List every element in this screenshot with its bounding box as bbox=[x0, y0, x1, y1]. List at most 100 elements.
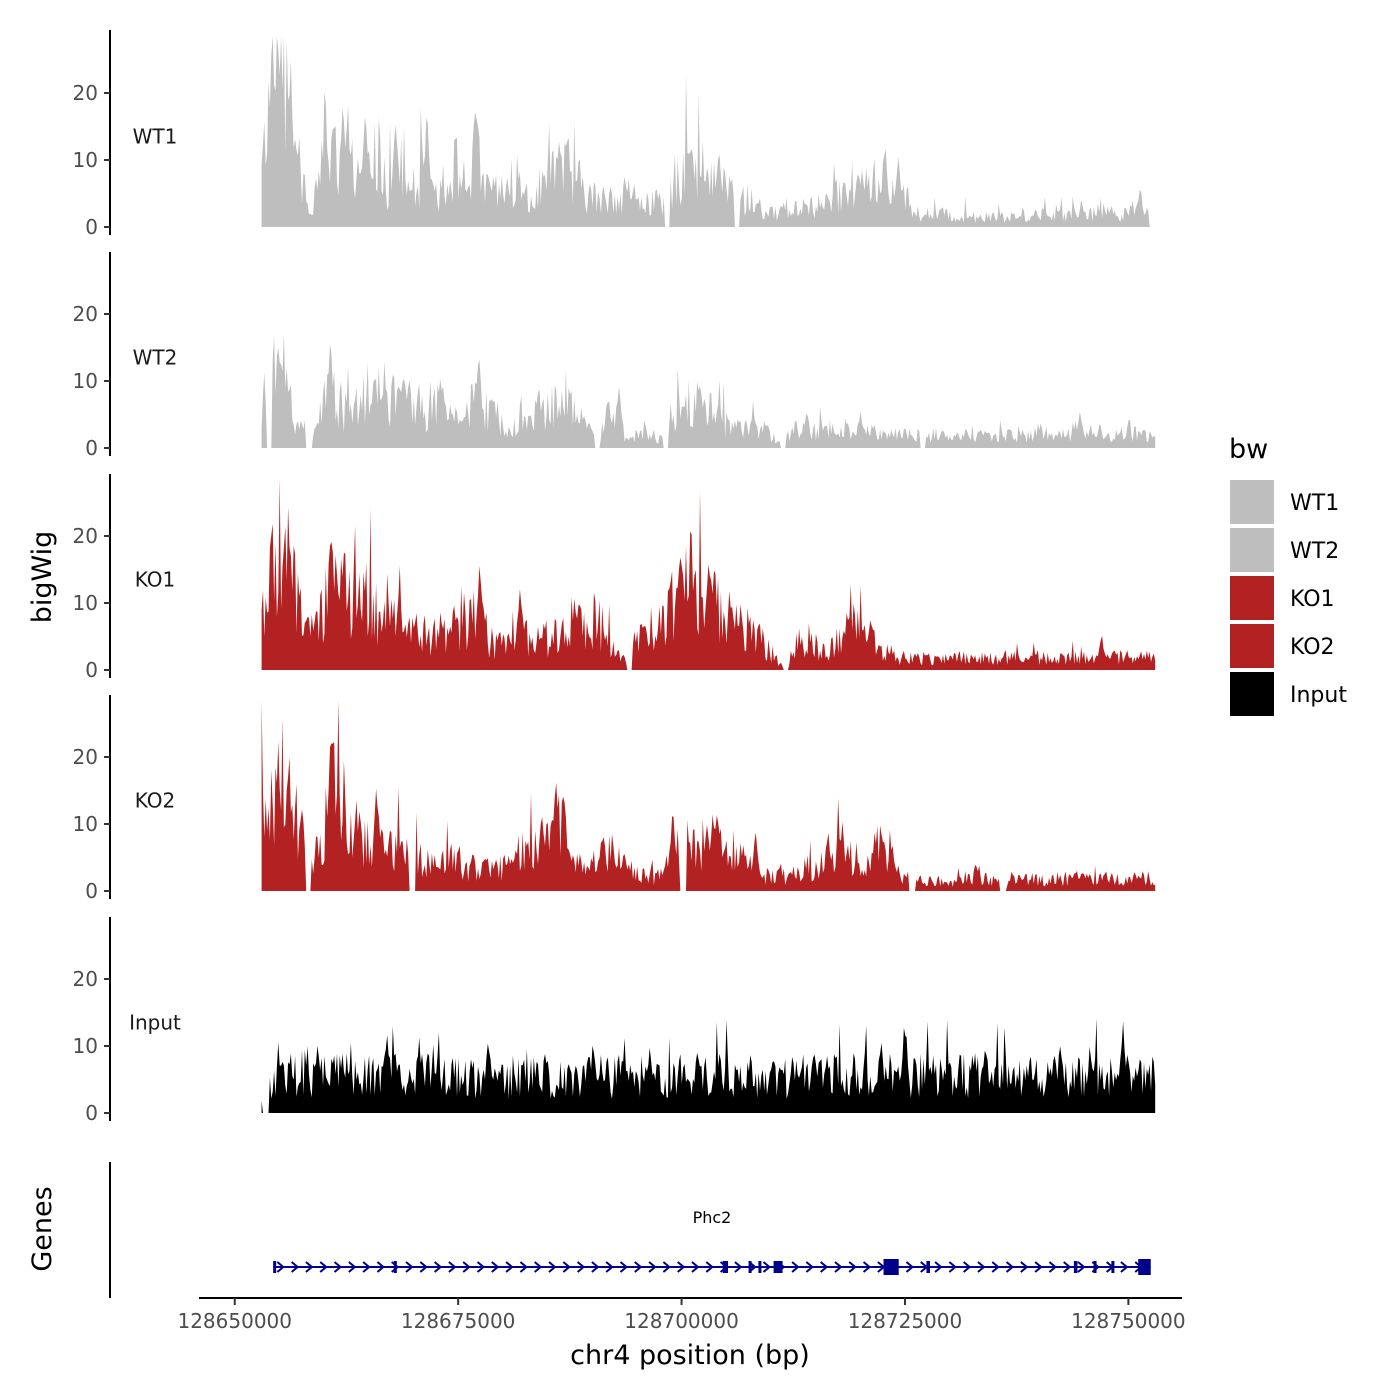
track-ko2: 0 10 20 KO2 bbox=[73, 695, 1156, 903]
track-label: Input bbox=[129, 1011, 181, 1035]
x-tick-label: 128750000 bbox=[1071, 1309, 1186, 1333]
signal-tracks: 0 10 20 WT1 0 10 20 WT2 0 10 20 KO1 0 10 20 KO2 0 10 20 Inp… bbox=[73, 30, 1156, 1125]
legend: bw WT1 WT2 KO1 KO2 Input bbox=[1229, 434, 1347, 716]
strand-arrow bbox=[948, 1261, 957, 1273]
strand-arrow bbox=[705, 1261, 714, 1273]
strand-arrow bbox=[1120, 1261, 1129, 1273]
strand-arrow bbox=[820, 1261, 829, 1273]
strand-arrow bbox=[419, 1261, 428, 1273]
gene-model bbox=[273, 1259, 1151, 1275]
strand-arrow bbox=[333, 1261, 343, 1273]
strand-arrow bbox=[391, 1261, 400, 1273]
y-tick-label: 0 bbox=[85, 215, 98, 239]
strand-arrow bbox=[491, 1261, 500, 1273]
signal-area-input bbox=[261, 1018, 1156, 1113]
gene-exon bbox=[393, 1261, 397, 1273]
legend-key-ko1 bbox=[1230, 576, 1274, 620]
strand-arrow bbox=[905, 1261, 915, 1273]
strand-arrow bbox=[1020, 1261, 1029, 1273]
genes-axis-title: Genes bbox=[27, 1186, 58, 1271]
track-input: 0 10 20 Input bbox=[73, 917, 1156, 1125]
gene-exon bbox=[748, 1261, 752, 1273]
strand-arrow bbox=[848, 1261, 857, 1273]
y-tick-label: 10 bbox=[73, 591, 98, 615]
strand-arrow bbox=[534, 1261, 543, 1273]
track-ko1: 0 10 20 KO1 bbox=[73, 474, 1156, 682]
genes-panel: Phc2 bbox=[109, 1162, 1151, 1298]
gene-exon bbox=[1111, 1261, 1115, 1273]
gene-exon bbox=[926, 1261, 930, 1273]
strand-arrow bbox=[548, 1261, 557, 1273]
strand-arrow bbox=[962, 1261, 972, 1273]
strand-arrow bbox=[476, 1261, 486, 1273]
strand-arrow bbox=[1063, 1261, 1072, 1273]
legend-label: KO2 bbox=[1290, 635, 1335, 660]
strand-arrow bbox=[1005, 1261, 1015, 1273]
strand-arrow bbox=[648, 1261, 657, 1273]
legend-label: WT1 bbox=[1290, 491, 1339, 516]
track-label: WT1 bbox=[133, 125, 178, 149]
strand-arrow bbox=[691, 1261, 700, 1273]
strand-arrow bbox=[362, 1261, 371, 1273]
strand-arrow bbox=[448, 1261, 457, 1273]
strand-arrow bbox=[734, 1261, 743, 1273]
gene-exon bbox=[722, 1261, 729, 1273]
y-tick-label: 20 bbox=[73, 745, 98, 769]
strand-arrow bbox=[1077, 1261, 1086, 1273]
gene-exon bbox=[758, 1261, 762, 1273]
signal-area-wt1 bbox=[261, 36, 1156, 227]
gene-exon bbox=[273, 1261, 277, 1273]
signal-area-ko1 bbox=[261, 479, 1156, 670]
x-ticks: 128650000 128675000 128700000 128725000 1287… bbox=[177, 1298, 1186, 1333]
signal-area-wt2 bbox=[261, 334, 1156, 448]
legend-key-ko2 bbox=[1230, 624, 1274, 668]
y-tick-label: 20 bbox=[73, 302, 98, 326]
y-tick-label: 20 bbox=[73, 967, 98, 991]
track-label: KO1 bbox=[135, 568, 176, 592]
strand-arrow bbox=[505, 1261, 514, 1273]
legend-label: KO1 bbox=[1290, 587, 1335, 612]
y-tick-label: 0 bbox=[85, 436, 98, 460]
legend-key-wt2 bbox=[1230, 528, 1274, 572]
gene-exon bbox=[1093, 1261, 1097, 1273]
gene-exon bbox=[773, 1261, 783, 1273]
y-tick-label: 0 bbox=[85, 658, 98, 682]
y-tick-label: 0 bbox=[85, 1101, 98, 1125]
strand-arrow bbox=[591, 1261, 600, 1273]
strand-arrow bbox=[805, 1261, 814, 1273]
track-label: WT2 bbox=[133, 346, 178, 370]
strand-arrow bbox=[605, 1261, 614, 1273]
strand-arrow bbox=[934, 1261, 943, 1273]
legend-title: bw bbox=[1229, 434, 1268, 465]
strand-arrow bbox=[519, 1261, 528, 1273]
strand-arrow bbox=[991, 1261, 1000, 1273]
strand-arrow bbox=[376, 1261, 385, 1273]
track-wt2: 0 10 20 WT2 bbox=[73, 252, 1156, 460]
legend-label: Input bbox=[1290, 683, 1347, 708]
strand-arrow bbox=[662, 1261, 671, 1273]
gene-exon bbox=[1138, 1259, 1151, 1275]
y-tick-label: 20 bbox=[73, 524, 98, 548]
strand-arrow bbox=[319, 1261, 328, 1273]
gene-exon bbox=[883, 1259, 899, 1275]
gene-exon bbox=[1073, 1261, 1078, 1273]
y-tick-label: 10 bbox=[73, 812, 98, 836]
strand-arrow bbox=[677, 1261, 686, 1273]
strand-arrow bbox=[1034, 1261, 1043, 1273]
strand-arrow bbox=[977, 1261, 986, 1273]
strand-arrow bbox=[791, 1261, 800, 1273]
x-tick-label: 128725000 bbox=[848, 1309, 963, 1333]
strand-arrow bbox=[462, 1261, 471, 1273]
signal-area-ko2 bbox=[261, 700, 1156, 891]
track-wt1: 0 10 20 WT1 bbox=[73, 30, 1156, 239]
y-tick-label: 0 bbox=[85, 879, 98, 903]
strand-arrow bbox=[862, 1261, 872, 1273]
y-axis-title: bigWig bbox=[27, 531, 58, 624]
x-tick-label: 128650000 bbox=[177, 1309, 292, 1333]
x-tick-label: 128700000 bbox=[624, 1309, 739, 1333]
strand-arrow bbox=[348, 1261, 357, 1273]
strand-arrow bbox=[619, 1261, 629, 1273]
strand-arrow bbox=[762, 1261, 772, 1273]
x-axis-title: chr4 position (bp) bbox=[570, 1340, 810, 1371]
